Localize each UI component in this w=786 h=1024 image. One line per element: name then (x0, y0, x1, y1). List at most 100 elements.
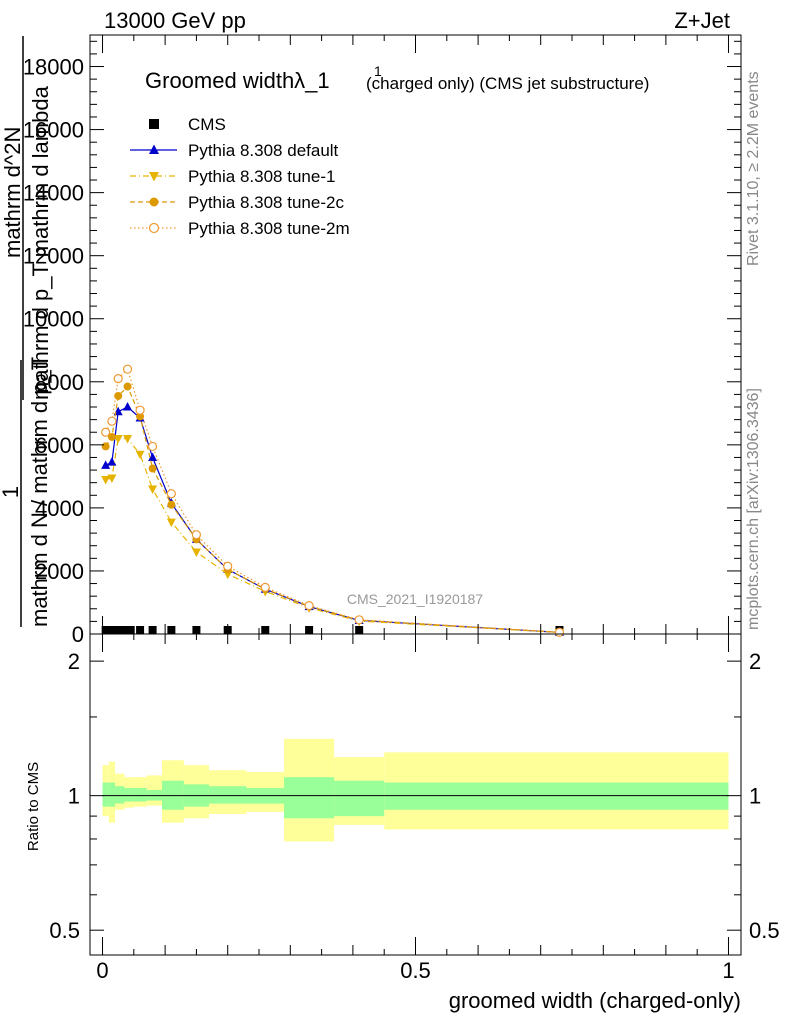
cms-data-point (101, 626, 110, 634)
ratio-uncertainty-bands (102, 738, 729, 842)
cms-data-point (149, 119, 159, 129)
main-y-tick-label: 8000 (35, 370, 84, 395)
pythia-default-point (107, 457, 117, 466)
pythia-tune2m-point (223, 561, 233, 571)
series-line (105, 437, 560, 633)
cms-data-point (126, 626, 135, 634)
main-y-tick-label: 14000 (23, 181, 84, 206)
main-y-tick-label: 2000 (35, 559, 84, 584)
pythia-tune1-point (191, 548, 201, 558)
pythia-tune2c-point (114, 391, 123, 400)
cms-data-point (355, 626, 364, 634)
cms-data-point (148, 626, 157, 634)
legend-label-1: Pythia 8.308 default (188, 141, 339, 160)
legend: CMS Pythia 8.308 default Pythia 8.308 tune… (130, 115, 350, 238)
x-tick-label: 0 (96, 958, 108, 983)
pythia-tune1-point (101, 476, 111, 485)
ratio-y-tick-label-right: 0.5 (749, 918, 780, 943)
pythia-tune1-point (123, 435, 133, 444)
pythia-tune2c-point (123, 382, 132, 391)
pythia-tune2m-point (113, 374, 123, 384)
x-tick-label: 1 (722, 958, 734, 983)
pythia-tune2c-point (107, 432, 116, 441)
pythia-tune2m-point (107, 416, 117, 426)
main-y-tick-label: 16000 (23, 118, 84, 143)
legend-label-4: Pythia 8.308 tune-2m (188, 219, 350, 238)
x-axis-label: groomed width (charged-only) (449, 988, 741, 1013)
pythia-tune2m-point (260, 582, 270, 592)
cms-data-point (136, 626, 145, 634)
ratio-inner-band (133, 788, 147, 802)
pythia-tune2m-point (147, 441, 158, 452)
cms-data-point (107, 626, 116, 634)
legend-label-2: Pythia 8.308 tune-1 (188, 167, 335, 186)
ratio-y-tick-label-left: 0.5 (49, 918, 80, 943)
ratio-inner-band (208, 786, 247, 804)
main-y-label-prefactor: 1 (0, 486, 23, 498)
legend-label-0: CMS (188, 115, 226, 134)
ratio-inner-band (102, 782, 109, 807)
x-tick-label: 0.5 (400, 958, 431, 983)
ratio-y-tick-label-right: 1 (749, 784, 761, 809)
ratio-inner-band (334, 780, 385, 817)
pythia-tune1-point (135, 450, 145, 460)
main-y-tick-label: 0 (72, 622, 84, 647)
pythia-default-point (123, 402, 133, 411)
cms-data-point (114, 626, 123, 634)
pythia-default-point (149, 144, 159, 154)
cms-data-point (120, 626, 129, 634)
main-y-tick-label: 10000 (23, 307, 84, 332)
ratio-inner-band (108, 782, 116, 807)
main-y-label-numerator: mathrm d^2N (0, 127, 25, 258)
pythia-tune1-point (113, 435, 123, 444)
ratio-inner-band (124, 788, 134, 802)
pythia-tune2c-point (167, 500, 176, 509)
energy-label: 13000 GeV pp (104, 8, 246, 33)
series-3 (101, 382, 564, 637)
axis-text: 0 2000 4000 6000 8000 10000 12000 14000 16000 180… (0, 36, 780, 1013)
plot-subtitle: (charged only) (CMS jet substructure) (366, 74, 649, 93)
series-0 (101, 626, 564, 634)
main-y-tick-label: 4000 (35, 496, 84, 521)
ratio-y-tick-label-left: 2 (68, 649, 80, 674)
legend-label-3: Pythia 8.308 tune-2c (188, 193, 344, 212)
main-y-tick-label: 18000 (23, 55, 84, 80)
ratio-y-axis-label: Ratio to CMS (25, 762, 42, 851)
cms-data-point (261, 626, 270, 634)
pythia-tune1-point (223, 570, 233, 580)
cms-data-point (167, 626, 176, 634)
pythia-tune1-point (148, 485, 158, 494)
analysis-watermark: CMS_2021_I1920187 (347, 591, 483, 607)
cms-data-point (305, 626, 314, 634)
mcplots-label: mcplots.cern.ch [arXiv:1306.3436] (745, 388, 762, 630)
pythia-tune2c-point (101, 442, 110, 451)
pythia-default-point (101, 460, 111, 469)
prediction-series (101, 364, 565, 638)
series-2 (101, 435, 564, 638)
pythia-tune2c-point (149, 197, 159, 207)
pythia-tune2m-point (135, 405, 145, 415)
rivet-label: Rivet 3.1.10, ≥ 2.2M events (745, 71, 762, 266)
pythia-tune2m-point (304, 601, 314, 611)
pythia-tune1-point (107, 474, 117, 483)
pythia-tune1-point (166, 518, 176, 528)
ratio-y-tick-label-left: 1 (68, 784, 80, 809)
pythia-tune2m-point (191, 530, 202, 540)
main-y-tick-label: 12000 (23, 244, 84, 269)
process-label: Z+Jet (674, 8, 730, 33)
pythia-tune2c-point (148, 464, 157, 473)
ratio-y-tick-label-right: 2 (749, 649, 761, 674)
plot-title-superscript: 1 (374, 63, 382, 79)
pythia-tune2m-point (354, 615, 364, 625)
series-4 (101, 364, 565, 637)
plot-title: Groomed widthλ_1 (145, 68, 330, 93)
series-line (105, 368, 560, 633)
pythia-tune1-point (149, 172, 159, 182)
axes-frames (89, 34, 742, 956)
ratio-inner-band (284, 777, 335, 819)
main-y-label-denominator: mathrm d N / mathrm d p_T (27, 357, 52, 627)
pythia-default-point (148, 452, 158, 461)
series-line (105, 385, 560, 633)
pythia-tune2m-point (122, 364, 133, 374)
